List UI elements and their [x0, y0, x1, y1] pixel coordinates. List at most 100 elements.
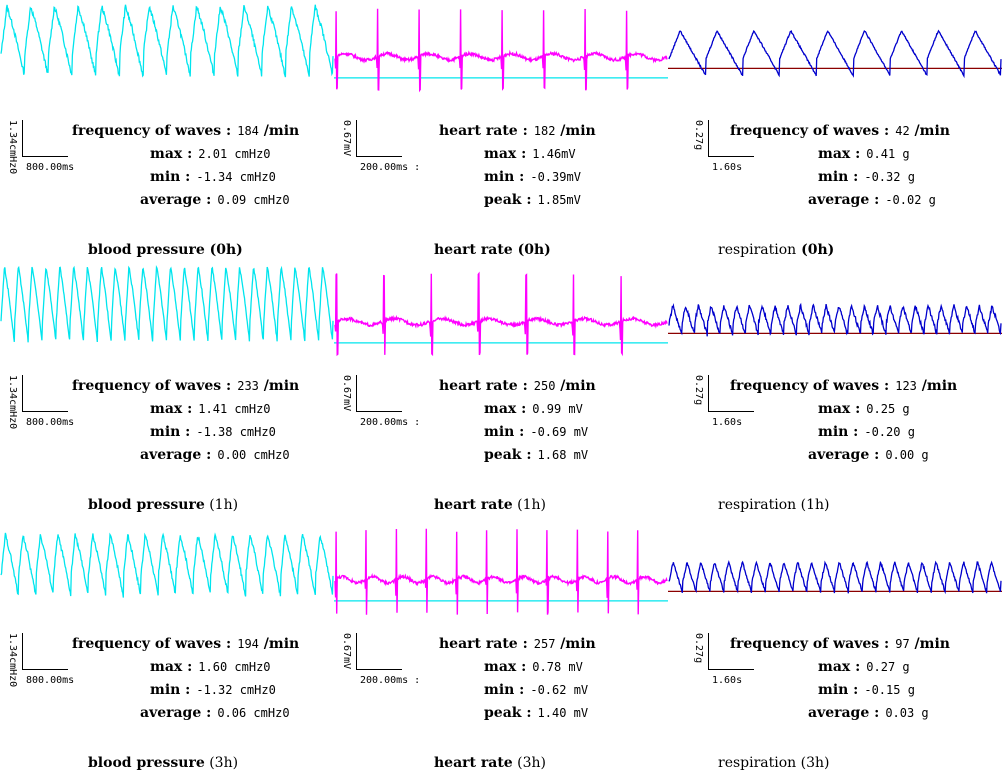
stat-row: max : 0.25 g — [818, 401, 910, 417]
stat-row: average : -0.02 g — [808, 192, 936, 208]
stat-label: frequency of waves : — [730, 123, 890, 139]
stat-value: 0.27 g — [866, 660, 910, 674]
stat-unit: /min — [909, 636, 950, 652]
scale-bar-vertical — [708, 633, 709, 669]
signal-trace — [0, 4, 334, 78]
title-name: respiration — [718, 755, 797, 771]
panel-ecg: 0.67mV 200.00ms : heart rate : 182 /min max … — [334, 0, 668, 258]
stat-row: max : 0.27 g — [818, 659, 910, 675]
scale-bar-vertical — [356, 633, 357, 669]
scale-label-horizontal: 800.00ms — [26, 162, 75, 173]
scale-label-horizontal: 200.00ms : — [360, 675, 421, 686]
scale-bar-horizontal — [356, 156, 402, 157]
waveform-plot — [0, 532, 334, 598]
title-name: respiration — [718, 497, 797, 513]
scale-bar-horizontal — [356, 669, 402, 670]
stat-value: 184 — [237, 124, 259, 138]
stat-label: frequency of waves : — [730, 378, 890, 394]
scale-label-horizontal: 200.00ms : — [360, 417, 421, 428]
stat-row: heart rate : 250 /min — [439, 378, 596, 394]
stat-value: 2.01 cmHz0 — [198, 147, 271, 161]
title-time: (0h) — [204, 242, 243, 258]
scale-label-horizontal: 1.60s — [712, 162, 743, 173]
stat-value: -0.62 mV — [530, 683, 589, 697]
stat-label: min : — [150, 169, 191, 185]
stat-row: average : 0.03 g — [808, 705, 929, 721]
stat-row: frequency of waves : 97 /min — [730, 636, 950, 652]
wave-area — [0, 265, 334, 360]
stat-value: 0.78 mV — [532, 660, 583, 674]
title-time: (0h) — [796, 242, 835, 258]
waveform-plot — [0, 4, 334, 78]
stat-row: min : -1.34 cmHz0 — [150, 169, 276, 185]
scale-label-horizontal: 800.00ms — [26, 675, 75, 686]
stat-value: 0.00 g — [885, 448, 929, 462]
panel-bp: 1.34cmHz0 800.00ms frequency of waves : 194… — [0, 523, 334, 781]
scale-label-horizontal: 1.60s — [712, 417, 743, 428]
signal-trace — [668, 559, 1002, 595]
stat-label: peak : — [484, 705, 532, 721]
stat-unit: /min — [916, 378, 958, 394]
stat-value: 0.00 cmHz0 — [217, 448, 290, 462]
stat-value: 1.46mV — [532, 147, 576, 161]
stat-label: min : — [484, 682, 525, 698]
stat-value: -0.39mV — [530, 170, 581, 184]
waveform-plot — [334, 8, 668, 93]
stat-value: 97 — [895, 637, 910, 651]
wave-area — [668, 265, 1002, 360]
stat-unit: /min — [909, 123, 950, 139]
stat-row: average : 0.00 cmHz0 — [140, 447, 290, 463]
signal-trace — [668, 302, 1002, 337]
scale-bar-horizontal — [22, 411, 68, 412]
scale-label-vertical: 1.34cmHz0 — [7, 120, 18, 175]
stat-value: 1.68 mV — [537, 448, 589, 462]
stat-value: -0.02 g — [885, 193, 936, 207]
stat-unit: /min — [555, 636, 596, 652]
title-name: blood pressure — [88, 497, 205, 513]
stat-value: 0.06 cmHz0 — [217, 706, 290, 720]
scale-bar-horizontal — [708, 669, 754, 670]
panel-ecg: 0.67mV 200.00ms : heart rate : 250 /min max … — [334, 265, 668, 523]
stat-row: average : 0.06 cmHz0 — [140, 705, 290, 721]
scale-bar-vertical — [22, 375, 23, 411]
waveform-plot — [334, 271, 668, 357]
stat-value: -0.69 mV — [530, 425, 589, 439]
wave-area — [334, 0, 668, 95]
stat-value: -0.15 g — [864, 683, 915, 697]
scale-bar-horizontal — [708, 156, 754, 157]
stat-label: average : — [140, 192, 212, 208]
stat-row: peak : 1.40 mV — [484, 705, 588, 721]
scale-label-vertical: 0.67mV — [341, 120, 352, 157]
panel-title: heart rate (3h) — [434, 755, 546, 771]
wave-area — [0, 0, 334, 95]
stat-row: max : 1.46mV — [484, 146, 576, 162]
stat-row: frequency of waves : 233 /min — [72, 378, 299, 394]
stat-label: heart rate : — [439, 636, 528, 652]
title-name: respiration — [718, 242, 797, 258]
stat-row: frequency of waves : 194 /min — [72, 636, 299, 652]
stat-value: -1.32 cmHz0 — [196, 683, 276, 697]
signal-trace — [0, 532, 334, 598]
panel-title: heart rate (1h) — [434, 497, 546, 513]
panel-resp: 0.27g 1.60s frequency of waves : 123 /min ma… — [668, 265, 1002, 523]
stat-label: max : — [484, 659, 527, 675]
stat-label: peak : — [484, 447, 532, 463]
stat-row: min : -0.20 g — [818, 424, 915, 440]
stat-row: max : 0.99 mV — [484, 401, 583, 417]
signal-trace — [334, 271, 668, 357]
stat-label: average : — [808, 192, 880, 208]
wave-area — [334, 265, 668, 360]
stat-value: 1.85mV — [537, 193, 581, 207]
stat-value: 194 — [237, 637, 259, 651]
stat-row: min : -1.38 cmHz0 — [150, 424, 276, 440]
panel-bp: 1.34cmHz0 800.00ms frequency of waves : 233… — [0, 265, 334, 523]
waveform-plot — [668, 559, 1002, 595]
panel-title: respiration (1h) — [718, 497, 830, 513]
stat-label: max : — [818, 146, 861, 162]
signal-trace — [668, 29, 1002, 79]
panel-title: respiration (0h) — [718, 242, 834, 258]
stat-value: 0.03 g — [885, 706, 929, 720]
stat-label: frequency of waves : — [72, 123, 232, 139]
signal-trace — [0, 265, 334, 343]
scale-label-vertical: 1.34cmHz0 — [7, 375, 18, 430]
